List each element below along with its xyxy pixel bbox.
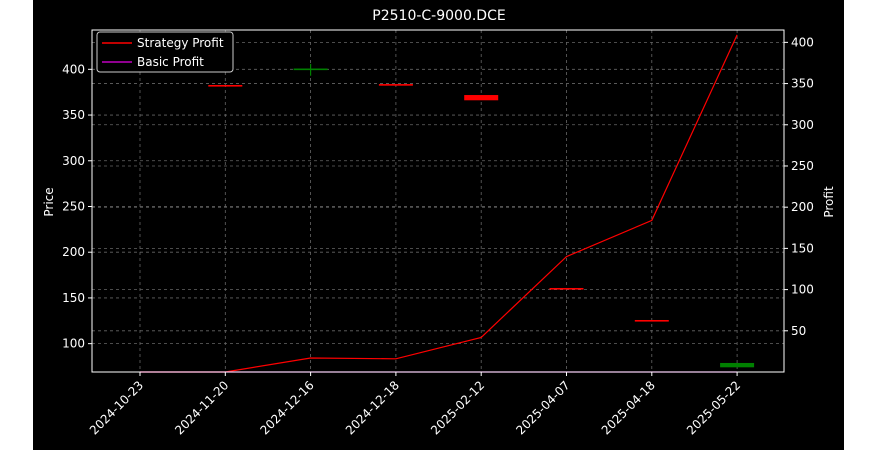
candle-body [293, 68, 328, 71]
right-tick-label: 400 [791, 35, 814, 49]
x-tick-label: 2024-11-20 [172, 378, 231, 437]
left-tick-label: 250 [62, 199, 85, 213]
right-tick-label: 200 [791, 200, 814, 214]
candle-body [720, 362, 755, 368]
candle-body [634, 319, 669, 322]
left-tick-label: 150 [62, 291, 85, 305]
left-tick-label: 400 [62, 62, 85, 76]
x-tick-label: 2025-02-12 [428, 378, 487, 437]
right-tick-label: 350 [791, 77, 814, 91]
right-tick-label: 50 [791, 324, 806, 338]
left-axis-label: Price [42, 187, 56, 216]
grid-lines [92, 30, 784, 372]
left-tick-label: 200 [62, 245, 85, 259]
chart-figure: P2510-C-9000.DCE 100 150 200 250 300 350 400 5… [33, 0, 844, 450]
plot-frame [91, 29, 785, 373]
x-tick-label: 2024-12-16 [258, 378, 317, 437]
x-tick-label: 2025-04-18 [599, 378, 658, 437]
right-tick-label: 300 [791, 118, 814, 132]
left-axis-ticks: 100 150 200 250 300 350 400 [62, 62, 92, 351]
left-tick-label: 350 [62, 108, 85, 122]
candle-body [549, 287, 584, 290]
series-line-strategy-profit [140, 34, 738, 373]
x-tick-label: 2025-04-07 [513, 378, 572, 437]
candle-body [378, 84, 413, 86]
chart-title: P2510-C-9000.DCE [372, 8, 505, 24]
legend-label-strategy: Strategy Profit [137, 36, 224, 50]
candles [208, 63, 755, 368]
x-tick-label: 2024-12-18 [343, 378, 402, 437]
right-tick-label: 250 [791, 159, 814, 173]
chart-svg: P2510-C-9000.DCE 100 150 200 250 300 350 400 5… [42, 8, 836, 437]
right-tick-label: 150 [791, 241, 814, 255]
x-tick-label: 2024-10-23 [87, 378, 146, 437]
legend-label-basic: Basic Profit [137, 55, 204, 69]
candle-body [464, 95, 499, 101]
left-tick-label: 300 [62, 154, 85, 168]
legend: Strategy Profit Basic Profit [96, 31, 234, 73]
right-axis-label: Profit [822, 186, 836, 218]
x-axis-ticks: 2024-10-23 2024-11-20 2024-12-16 2024-12-18… [87, 372, 743, 437]
right-axis-ticks: 50 100 150 200 250 300 350 400 [784, 35, 814, 338]
x-tick-label: 2025-05-22 [684, 378, 743, 437]
right-tick-label: 100 [791, 283, 814, 297]
candle-body [208, 84, 243, 87]
left-tick-label: 100 [62, 337, 85, 351]
